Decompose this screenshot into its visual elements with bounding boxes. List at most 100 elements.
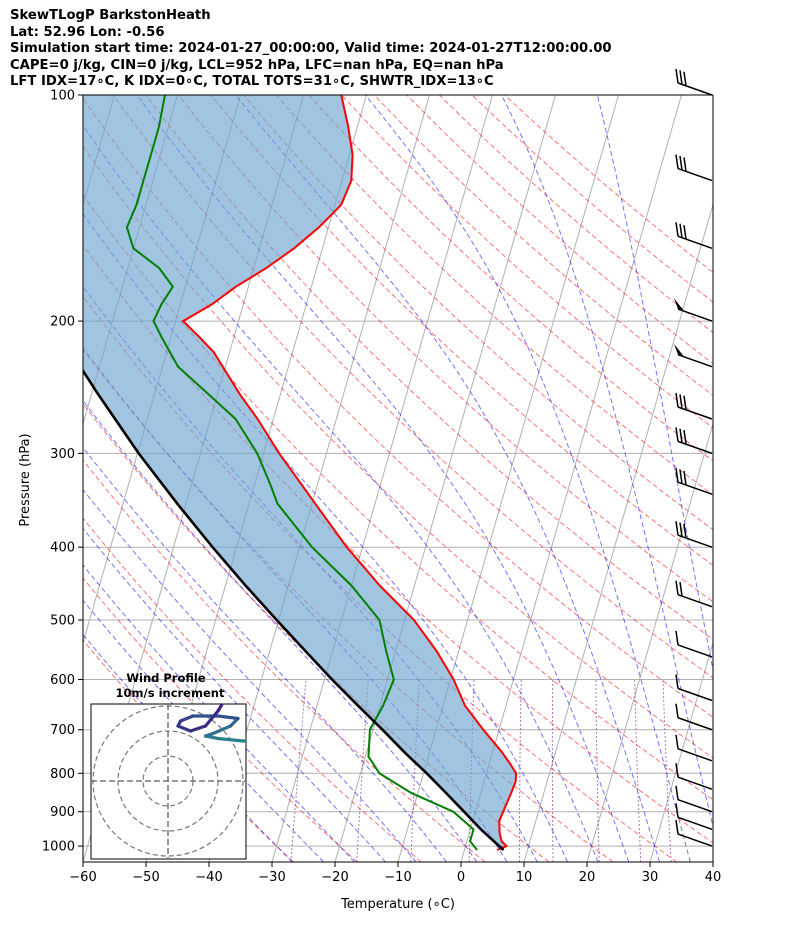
barb-staff bbox=[677, 833, 713, 847]
wind-barb bbox=[674, 298, 713, 322]
barb-flag bbox=[675, 154, 679, 169]
mixing-ratio-line bbox=[595, 679, 600, 862]
barb-staff bbox=[677, 308, 713, 322]
wind-barb bbox=[675, 392, 713, 420]
barb-staff bbox=[677, 644, 713, 658]
barb-staff bbox=[677, 799, 713, 813]
y-tick-label: 800 bbox=[50, 767, 75, 782]
wind-barb bbox=[675, 222, 713, 250]
barb-staff bbox=[677, 717, 713, 731]
x-tick-label: 0 bbox=[457, 870, 465, 885]
y-tick-label: 1000 bbox=[42, 840, 75, 855]
barb-staff bbox=[677, 687, 713, 702]
barb-pennant bbox=[674, 298, 684, 312]
temperature-line bbox=[181, 95, 518, 851]
barb-flag bbox=[675, 427, 679, 442]
barb-flag bbox=[675, 703, 679, 718]
wind-barb bbox=[675, 674, 713, 702]
y-axis-label: Pressure (hPa) bbox=[18, 433, 33, 526]
x-axis-label: Temperature (∘C) bbox=[340, 897, 455, 912]
isotherm-line bbox=[334, 95, 556, 862]
barb-flag bbox=[683, 395, 687, 410]
moist-adiabat bbox=[83, 564, 355, 862]
y-tick-label: 400 bbox=[50, 541, 75, 556]
moist-adiabat bbox=[83, 599, 324, 862]
dry-adiabat bbox=[83, 348, 614, 862]
x-tick-label: 20 bbox=[579, 870, 596, 885]
barb-flag bbox=[683, 470, 687, 486]
wind-barb bbox=[675, 819, 713, 847]
moist-adiabat bbox=[83, 399, 478, 862]
cape-cin-fill bbox=[83, 95, 517, 850]
hodograph-segment bbox=[216, 714, 240, 721]
x-tick-label: −20 bbox=[321, 870, 348, 885]
barb-flag bbox=[679, 428, 683, 443]
barb-staff bbox=[677, 534, 713, 548]
title-line-4: CAPE=0 j/kg, CIN=0 j/kg, LCL=952 hPa, LF… bbox=[10, 57, 504, 73]
wind-barb bbox=[675, 427, 713, 455]
x-tick-label: −10 bbox=[384, 870, 411, 885]
y-tick-label: 700 bbox=[50, 723, 75, 738]
x-tick-label: 10 bbox=[516, 870, 533, 885]
barb-pennant bbox=[674, 343, 684, 357]
dewpoint-line bbox=[125, 95, 478, 851]
dry-adiabat bbox=[83, 295, 678, 862]
moist-adiabat bbox=[136, 95, 630, 862]
barb-flag bbox=[679, 70, 683, 85]
barb-flag bbox=[675, 674, 679, 689]
barb-staff bbox=[677, 353, 713, 368]
profile-series bbox=[83, 95, 518, 851]
x-tick-label: 30 bbox=[642, 870, 659, 885]
barb-flag bbox=[683, 523, 687, 539]
moist-adiabat bbox=[83, 124, 599, 862]
moist-adiabat bbox=[365, 95, 691, 862]
barb-flag bbox=[679, 469, 683, 484]
title-line-3: Simulation start time: 2024-01-27_00:00:… bbox=[10, 41, 612, 56]
mixing-ratio-line bbox=[662, 679, 672, 862]
y-tick-label: 200 bbox=[50, 315, 75, 330]
barb-flag bbox=[675, 580, 679, 595]
hodograph-segment bbox=[178, 714, 195, 723]
dry-adiabat bbox=[83, 244, 713, 844]
hodograph-plot bbox=[91, 704, 246, 859]
barb-staff bbox=[677, 481, 713, 495]
moist-adiabat bbox=[501, 95, 713, 830]
moist-adiabat bbox=[83, 488, 417, 862]
wind-barb bbox=[675, 763, 713, 790]
moist-adiabat bbox=[83, 527, 386, 862]
mixing-ratio-line bbox=[518, 679, 522, 862]
barb-flag bbox=[675, 521, 679, 536]
chart-title: SkewTLogP BarkstonHeath Lat: 52.96 Lon: … bbox=[10, 8, 612, 91]
mixing-ratio-line bbox=[551, 679, 554, 862]
barb-staff bbox=[677, 82, 713, 96]
barb-staff bbox=[677, 167, 713, 182]
barb-flag bbox=[679, 155, 683, 171]
dry-adiabat bbox=[243, 95, 713, 531]
isotherm-line bbox=[460, 95, 682, 862]
wind-barb bbox=[674, 343, 713, 368]
dry-adiabat bbox=[504, 95, 713, 273]
barb-flag bbox=[679, 223, 683, 238]
dry-adiabat bbox=[308, 95, 713, 462]
wind-barb bbox=[675, 703, 713, 731]
barb-flag bbox=[675, 468, 679, 483]
barb-flag bbox=[679, 394, 683, 409]
dry-adiabat bbox=[471, 95, 713, 303]
isotherm-line bbox=[523, 202, 713, 862]
moist-adiabat bbox=[596, 95, 713, 673]
wind-barb bbox=[675, 468, 713, 495]
moist-adiabat bbox=[83, 446, 447, 862]
barb-flag bbox=[675, 763, 679, 778]
barb-staff bbox=[677, 748, 713, 762]
wind-barb bbox=[675, 785, 713, 813]
wind-barb bbox=[675, 580, 713, 608]
barb-flag bbox=[675, 803, 679, 818]
hodograph-segment bbox=[203, 709, 220, 728]
barb-flag bbox=[675, 785, 679, 800]
parcel-line bbox=[83, 368, 505, 851]
barb-staff bbox=[677, 406, 713, 420]
mixing-ratio-line bbox=[290, 679, 307, 862]
isotherm-line bbox=[776, 95, 794, 862]
x-tick-label: −50 bbox=[132, 870, 159, 885]
